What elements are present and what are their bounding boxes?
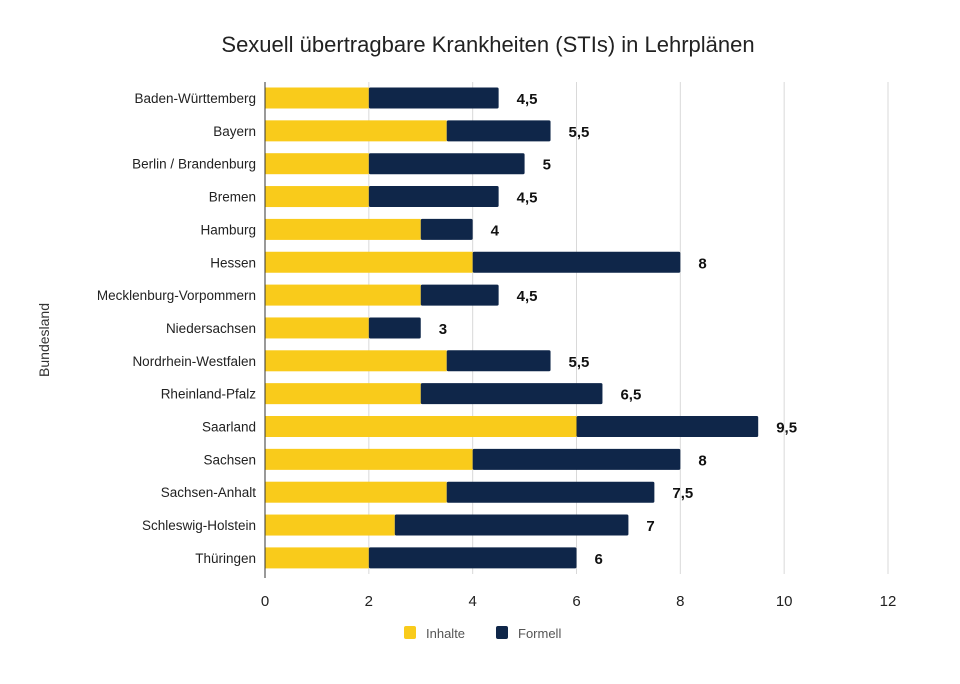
x-tick-label: 12	[880, 593, 897, 610]
bar-segment-formell	[446, 120, 551, 142]
category-labels: Baden-Württemberg Bayern Berlin / Brandenb…	[97, 91, 256, 566]
bar-segment-formell	[394, 514, 629, 536]
bar-segment-formell	[576, 416, 759, 437]
x-tick-label: 2	[365, 593, 373, 610]
legend-label: Formell	[518, 626, 561, 641]
category-label: Baden-Württemberg	[134, 91, 256, 106]
bar-segment-formell	[420, 383, 603, 405]
bar-segment-formell	[368, 547, 577, 569]
x-axis-ticks: 0 2 4 6 8 10 12	[261, 593, 897, 610]
category-label: Nordrhein-Westfalen	[132, 354, 256, 369]
category-label: Sachsen-Anhalt	[161, 485, 257, 500]
total-data-label: 5,5	[569, 354, 590, 371]
bar-segment-inhalte	[265, 350, 447, 372]
total-data-label: 9,5	[776, 420, 797, 437]
total-data-label: 3	[439, 321, 447, 338]
total-data-label: 6	[595, 551, 603, 568]
total-data-label: 5,5	[569, 124, 590, 141]
legend-label: Inhalte	[426, 626, 465, 641]
category-label: Niedersachsen	[166, 321, 256, 336]
bar-segment-inhalte	[265, 186, 369, 208]
category-label: Mecklenburg-Vorpommern	[97, 288, 256, 303]
bar-segment-formell	[368, 317, 421, 339]
y-axis-title: Bundesland	[36, 303, 52, 377]
bar-segment-inhalte	[265, 251, 473, 273]
total-data-label: 4,5	[517, 91, 538, 108]
category-label: Sachsen	[203, 452, 256, 467]
total-data-label: 7,5	[672, 485, 693, 502]
bar-segment-inhalte	[265, 120, 447, 142]
total-data-label: 4,5	[517, 288, 538, 305]
x-tick-label: 8	[676, 593, 684, 610]
x-tick-label: 10	[776, 593, 793, 610]
bar-segment-formell	[368, 87, 499, 109]
bar-segment-inhalte	[265, 383, 421, 405]
total-data-label: 6,5	[620, 387, 641, 404]
category-label: Bremen	[209, 190, 256, 205]
bar-segment-inhalte	[265, 284, 421, 306]
bar-segment-formell	[446, 350, 551, 372]
x-tick-label: 0	[261, 593, 269, 610]
bar-segment-inhalte	[265, 416, 577, 437]
chart-title: Sexuell übertragbare Krankheiten (STIs) …	[221, 32, 754, 57]
category-label: Berlin / Brandenburg	[132, 157, 256, 172]
bar-segment-formell	[472, 448, 681, 470]
legend-swatch-formell	[496, 626, 508, 639]
total-data-label: 4,5	[517, 190, 538, 207]
legend: Inhalte Formell	[404, 626, 561, 641]
x-tick-label: 6	[572, 593, 580, 610]
bars	[265, 87, 759, 569]
total-data-label: 5	[543, 157, 551, 174]
bar-segment-inhalte	[265, 218, 421, 240]
bar-segment-formell	[420, 218, 473, 240]
bar-segment-inhalte	[265, 448, 473, 470]
bar-segment-formell	[446, 481, 655, 503]
bar-segment-inhalte	[265, 481, 447, 503]
total-data-label: 4	[491, 222, 500, 239]
legend-swatch-inhalte	[404, 626, 416, 639]
bar-segment-formell	[472, 251, 681, 273]
bar-segment-formell	[368, 153, 525, 175]
bar-segment-inhalte	[265, 317, 369, 339]
category-label: Hamburg	[200, 222, 256, 237]
total-data-label: 8	[698, 452, 706, 469]
x-tick-label: 4	[468, 593, 476, 610]
bar-segment-inhalte	[265, 514, 395, 536]
bar-segment-inhalte	[265, 547, 369, 569]
category-label: Schleswig-Holstein	[142, 518, 256, 533]
category-label: Thüringen	[195, 551, 256, 566]
bar-segment-inhalte	[265, 153, 369, 175]
category-label: Saarland	[202, 420, 256, 435]
data-labels: 4,5 5,5 5 4,5 4 8 4,5 3 5,5 6,5 9,5 8 7,5 7 6	[439, 91, 797, 568]
bar-segment-inhalte	[265, 87, 369, 109]
category-label: Hessen	[210, 255, 256, 270]
total-data-label: 8	[698, 255, 706, 272]
total-data-label: 7	[646, 518, 654, 535]
category-label: Rheinland-Pfalz	[161, 387, 257, 402]
bar-segment-formell	[368, 186, 499, 208]
category-label: Bayern	[213, 124, 256, 139]
bar-segment-formell	[420, 284, 499, 306]
